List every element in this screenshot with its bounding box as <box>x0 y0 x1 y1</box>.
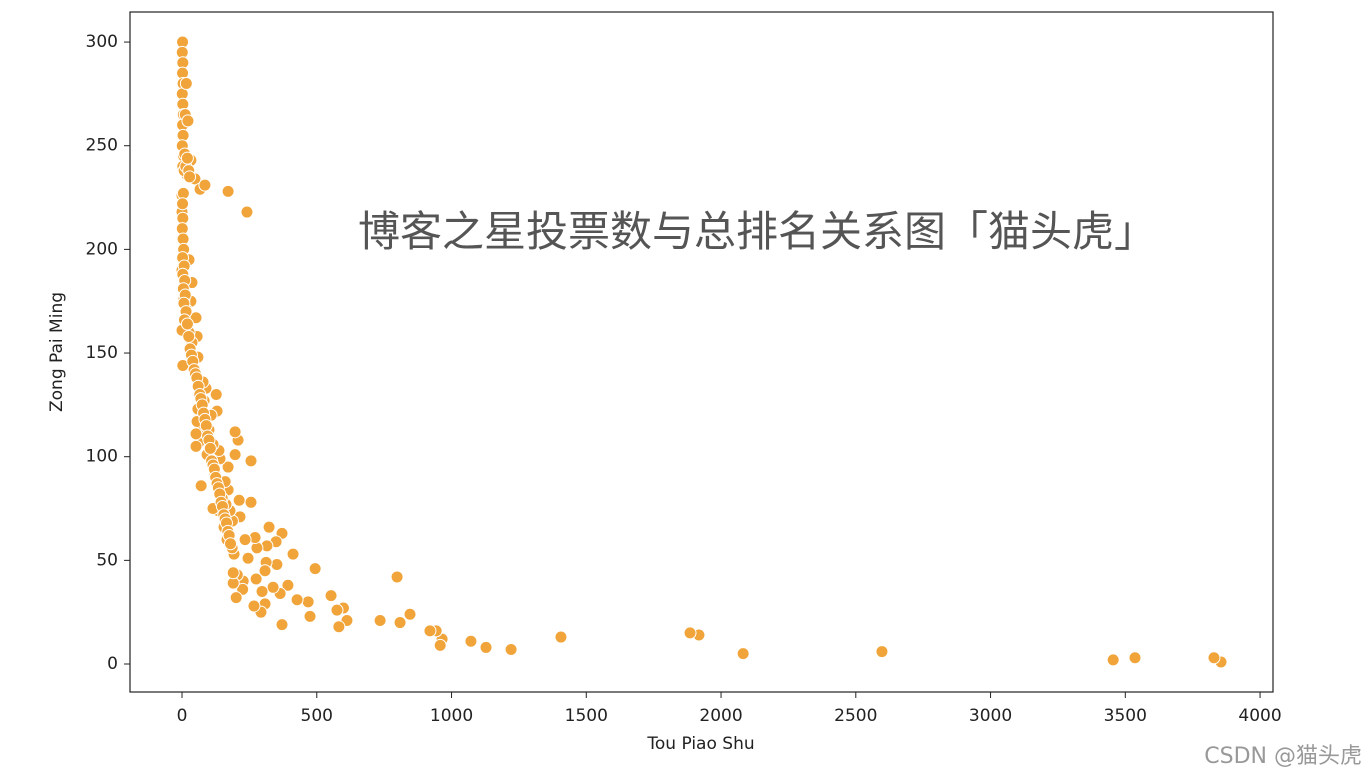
plot-frame <box>129 11 1274 693</box>
point <box>290 593 304 607</box>
point <box>180 151 194 165</box>
y-tick-label: 50 <box>96 550 118 570</box>
point <box>249 572 263 586</box>
point <box>286 547 300 561</box>
point <box>224 537 238 551</box>
point <box>247 599 261 613</box>
point <box>330 603 344 617</box>
point <box>183 170 197 184</box>
point <box>176 197 190 211</box>
point <box>281 578 295 592</box>
x-tick-label: 1500 <box>565 706 608 726</box>
y-tick-label: 150 <box>86 343 118 363</box>
y-tick-label: 0 <box>107 654 118 674</box>
point <box>1207 651 1221 665</box>
point <box>221 460 235 474</box>
point <box>683 626 697 640</box>
point <box>266 580 280 594</box>
point <box>244 454 258 468</box>
y-tick-label: 300 <box>86 32 118 52</box>
x-tick-label: 2000 <box>699 706 742 726</box>
x-tick-label: 500 <box>301 706 333 726</box>
y-tick-label: 250 <box>86 136 118 156</box>
y-tick-label: 200 <box>86 239 118 259</box>
point <box>373 613 387 627</box>
point <box>240 205 254 219</box>
point <box>1128 651 1142 665</box>
point <box>390 570 404 584</box>
point <box>262 520 276 534</box>
point <box>255 584 269 598</box>
point <box>736 647 750 661</box>
x-tick-label: 4000 <box>1238 706 1281 726</box>
point <box>504 643 518 656</box>
point <box>275 618 289 632</box>
point <box>198 178 212 192</box>
point <box>875 645 889 659</box>
point <box>303 609 317 623</box>
point <box>308 562 322 576</box>
point <box>238 533 252 547</box>
watermark: CSDN @猫头虎 <box>1204 744 1362 769</box>
point <box>180 317 194 331</box>
point <box>194 479 208 493</box>
point <box>270 558 284 571</box>
point <box>423 624 437 638</box>
y-axis-label: Zong Pai Ming <box>47 292 67 412</box>
x-tick-label: 3500 <box>1104 706 1147 726</box>
point <box>332 620 346 634</box>
point <box>301 595 315 609</box>
point <box>324 589 338 603</box>
point <box>1106 653 1120 667</box>
x-tick-label: 2500 <box>834 706 877 726</box>
x-axis-label: Tou Piao Shu <box>646 734 754 754</box>
point <box>181 114 195 128</box>
x-tick-label: 0 <box>177 706 188 726</box>
x-tick-label: 1000 <box>430 706 473 726</box>
point <box>393 616 407 630</box>
point <box>209 388 223 401</box>
point <box>229 591 243 605</box>
point <box>403 607 417 621</box>
x-tick-label: 3000 <box>969 706 1012 726</box>
point <box>232 493 246 507</box>
point <box>189 427 203 441</box>
point <box>179 77 193 91</box>
point <box>244 495 258 509</box>
point <box>479 640 493 654</box>
point <box>464 634 478 648</box>
point <box>241 551 255 565</box>
point <box>189 439 203 453</box>
y-tick-label: 100 <box>86 447 118 467</box>
point <box>433 638 447 652</box>
point <box>554 630 568 644</box>
point <box>258 564 272 578</box>
point <box>221 184 235 198</box>
annotation: 博客之星投票数与总排名关系图「猫头虎」 <box>358 207 1157 256</box>
point <box>226 566 240 580</box>
point <box>228 448 242 462</box>
point <box>182 329 196 343</box>
point <box>203 441 217 455</box>
point <box>228 425 242 439</box>
